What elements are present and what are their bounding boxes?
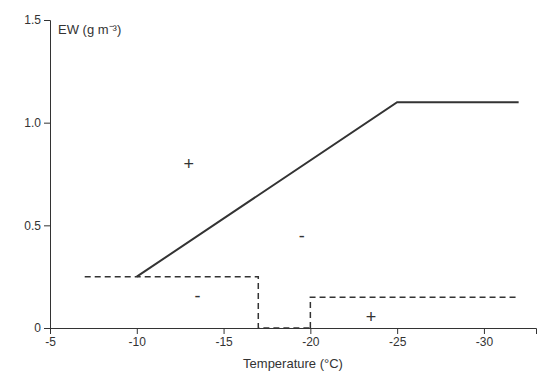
tick: -5 (45, 328, 56, 349)
tick-label: -20 (302, 335, 320, 349)
chart: -5 -10 -15 -20 -25 -30 0 0.5 1.0 1.5 + - - + EW (g m⁻³… (0, 0, 560, 380)
tick: 1.0 (24, 116, 50, 130)
tick: 0.5 (24, 219, 50, 233)
tick-label: -15 (215, 335, 233, 349)
tick-label: 1.5 (24, 13, 41, 27)
dashed-line (310, 297, 518, 328)
y-axis: 0 0.5 1.0 1.5 (24, 13, 50, 335)
tick-label: -30 (476, 335, 494, 349)
tick-mark (484, 328, 485, 334)
annotation: - (195, 286, 201, 306)
annotation: - (299, 226, 305, 246)
tick-mark (44, 328, 50, 329)
annotation: + (184, 154, 195, 174)
x-axis-line (51, 329, 537, 335)
tick: -30 (476, 328, 494, 349)
tick-mark (137, 328, 138, 334)
tick: -10 (129, 328, 147, 349)
annotations: + - - + (184, 154, 377, 327)
tick-mark (44, 123, 50, 124)
lines (85, 102, 519, 328)
tick: -25 (389, 328, 407, 349)
tick-mark (310, 328, 311, 334)
tick-mark (397, 328, 398, 334)
tick-mark (44, 225, 50, 226)
solid-line (137, 102, 519, 277)
tick-label: 0 (34, 321, 41, 335)
tick-mark (224, 328, 225, 334)
tick: 0 (34, 321, 50, 335)
y-axis-label: EW (g m⁻³) (58, 22, 121, 37)
annotation: + (366, 307, 377, 327)
tick: -15 (215, 328, 233, 349)
plot: -5 -10 -15 -20 -25 -30 0 0.5 1.0 1.5 + - - + EW (g m⁻³… (24, 13, 536, 371)
tick: 1.5 (24, 13, 50, 27)
tick-mark (44, 20, 50, 21)
tick-label: -25 (389, 335, 407, 349)
x-axis: -5 -10 -15 -20 -25 -30 (45, 328, 536, 349)
tick: -20 (302, 328, 320, 349)
dashed-line (85, 277, 311, 328)
y-axis-line (44, 21, 51, 329)
tick-label: -10 (129, 335, 147, 349)
x-axis-label: Temperature (°C) (243, 356, 343, 371)
tick-label: -5 (45, 335, 56, 349)
tick-label: 1.0 (24, 116, 41, 130)
tick-label: 0.5 (24, 219, 41, 233)
